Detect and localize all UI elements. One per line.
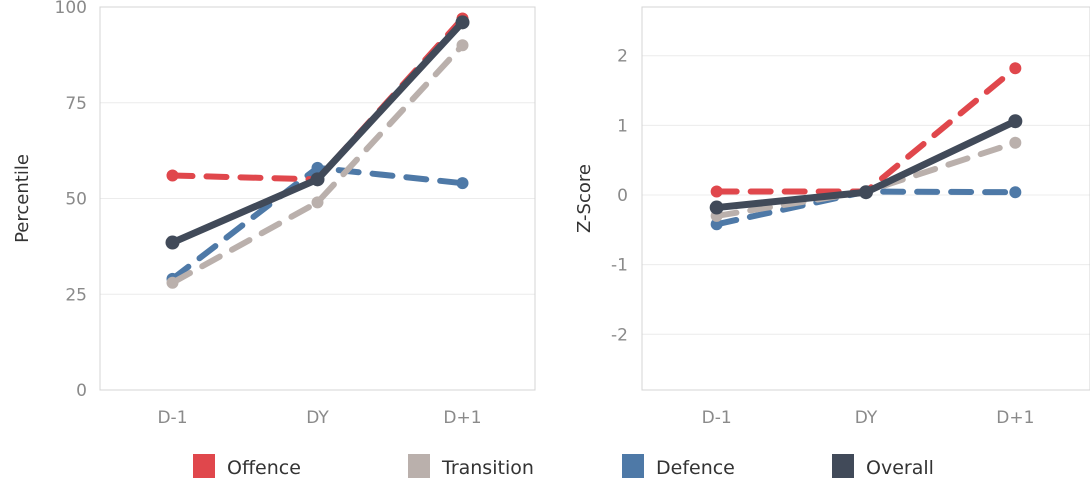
legend-swatch-offence: [193, 454, 215, 478]
y-tick-label: 75: [65, 94, 87, 114]
y-tick-label: 0: [76, 381, 87, 401]
data-point-defence: [710, 218, 723, 231]
data-point-defence: [311, 161, 324, 174]
legend-label-transition: Transition: [441, 457, 534, 479]
data-point-offence: [166, 169, 179, 182]
percentile-chart: 0 25 50 75 100 D-1 DY D+1 Percentile: [12, 0, 536, 428]
data-point-transition: [456, 39, 469, 52]
series-line-transition: [169, 42, 466, 286]
data-point-overall: [455, 15, 470, 30]
y-tick-label: 50: [65, 190, 87, 210]
y-axis-title: Z-Score: [574, 164, 595, 233]
legend-swatch-overall: [832, 454, 854, 478]
data-point-transition: [1009, 136, 1022, 149]
x-tick-label: D-1: [702, 408, 732, 428]
legend-label-overall: Overall: [866, 457, 934, 479]
legend-label-defence: Defence: [656, 457, 735, 479]
legend-swatch-transition: [408, 454, 430, 478]
y-tick-label: -1: [611, 256, 628, 276]
data-point-overall: [310, 172, 325, 187]
data-point-offence: [710, 185, 723, 198]
legend-label-offence: Offence: [227, 457, 301, 479]
data-point-defence: [1009, 186, 1022, 199]
data-point-offence: [1009, 62, 1022, 75]
x-tick-label: DY: [306, 408, 329, 428]
series-line-offence: [713, 65, 1019, 195]
x-tick-label: D-1: [157, 408, 187, 428]
y-tick-label: -2: [611, 325, 628, 345]
plot-frame: [641, 6, 1090, 391]
y-tick-label: 100: [55, 0, 87, 18]
legend-swatch-defence: [622, 454, 644, 478]
y-tick-label: 25: [65, 285, 87, 305]
data-point-transition: [311, 196, 324, 209]
data-point-transition: [166, 276, 179, 289]
series-line-overall: [169, 18, 466, 247]
data-point-overall: [1008, 114, 1023, 129]
data-point-overall: [859, 185, 873, 200]
data-point-defence: [456, 177, 469, 190]
data-point-overall: [165, 235, 180, 250]
z-score-chart: -2 -1 0 1 2 D-1 DY D+1 Z-Score: [574, 6, 1090, 428]
legend: Offence Transition Defence Overall: [193, 454, 934, 479]
series-line-offence: [169, 15, 466, 183]
y-tick-label: 2: [617, 47, 628, 67]
y-axis-title: Percentile: [12, 154, 33, 243]
x-tick-label: DY: [855, 408, 878, 428]
plot-frame: [99, 6, 536, 391]
x-tick-label: D+1: [443, 408, 481, 428]
y-tick-label: 1: [617, 116, 628, 136]
x-tick-label: D+1: [996, 408, 1034, 428]
y-tick-label: 0: [617, 186, 628, 206]
data-point-overall: [709, 200, 724, 215]
